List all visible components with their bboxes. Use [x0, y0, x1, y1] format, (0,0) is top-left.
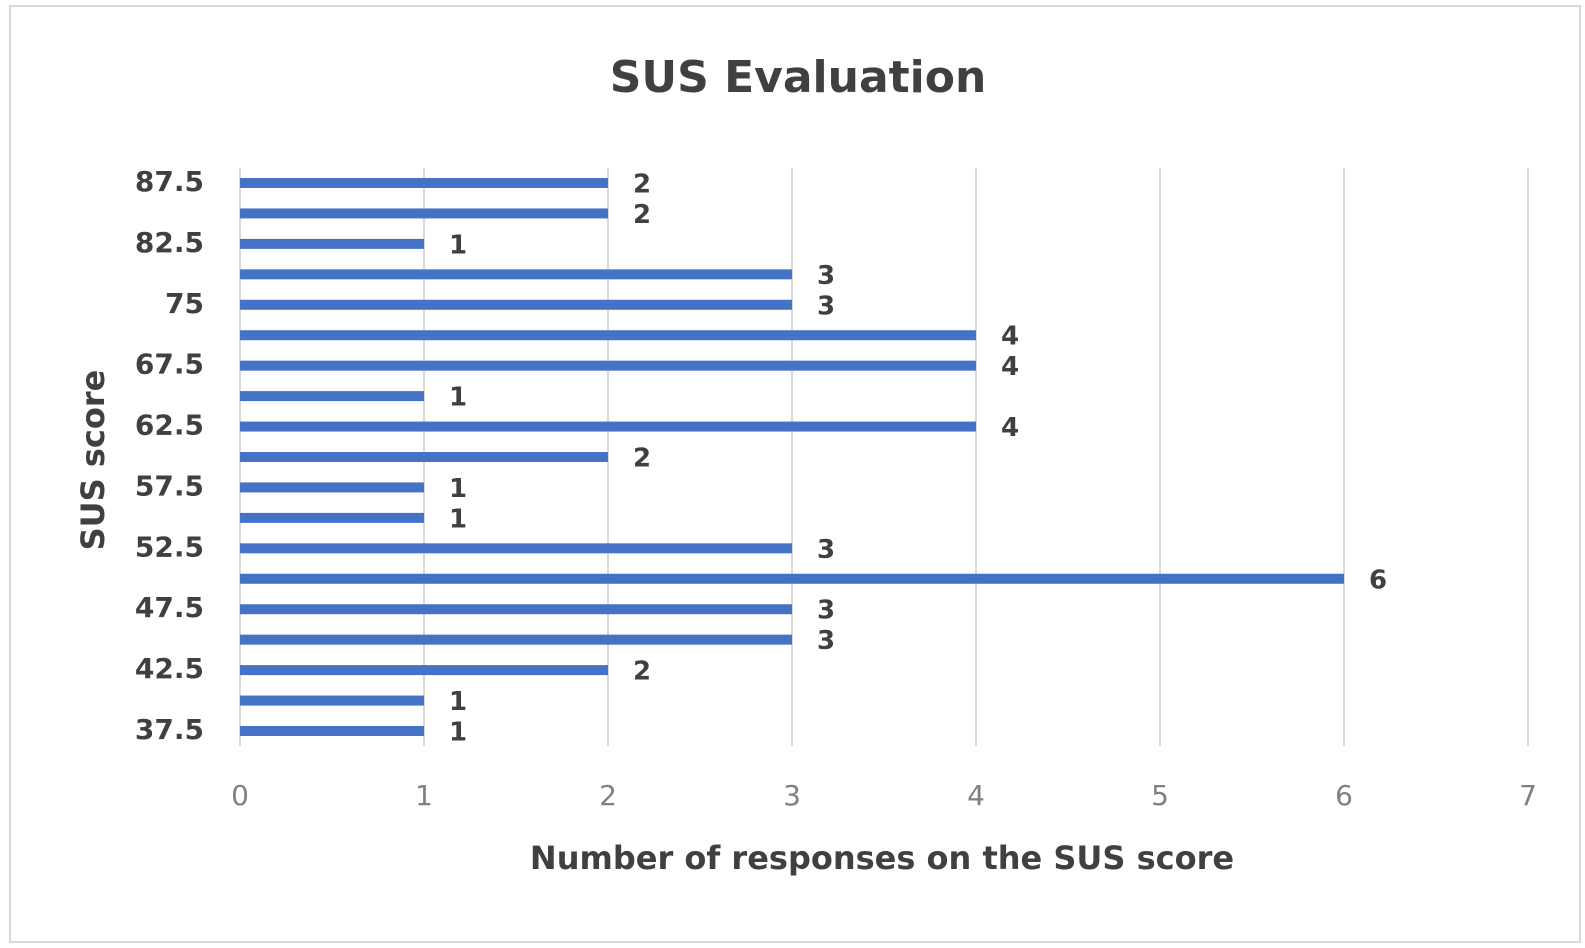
bar: [240, 573, 1344, 584]
bar: [240, 512, 424, 523]
value-label: 3: [817, 626, 835, 656]
x-tick-label: 2: [599, 779, 617, 812]
value-label: 4: [1001, 352, 1019, 382]
y-tick-label: 47.5: [135, 591, 204, 624]
bar: [240, 360, 976, 371]
x-tick-label: 5: [1151, 779, 1169, 812]
x-tick-label: 0: [231, 779, 249, 812]
y-tick-label: 82.5: [135, 226, 204, 259]
bar: [240, 421, 976, 432]
value-label: 4: [1001, 413, 1019, 443]
bar: [240, 482, 424, 493]
bar: [240, 299, 792, 310]
value-label: 3: [817, 596, 835, 626]
bar: [240, 330, 976, 341]
bar: [240, 726, 424, 736]
x-axis-label: Number of responses on the SUS score: [530, 839, 1234, 877]
value-label: 1: [449, 230, 467, 260]
y-tick-label: 57.5: [135, 469, 204, 502]
x-tick-label: 6: [1335, 779, 1353, 812]
value-label: 3: [817, 291, 835, 321]
bar: [240, 238, 424, 249]
x-tick-label: 4: [967, 779, 985, 812]
y-tick-label: 75: [165, 287, 204, 320]
bar: [240, 452, 608, 462]
bar: [240, 543, 792, 554]
value-label: 2: [633, 657, 651, 687]
bar: [240, 695, 424, 706]
value-label: 3: [817, 535, 835, 565]
y-tick-label: 42.5: [135, 652, 204, 685]
bar: [240, 269, 792, 280]
value-label: 1: [449, 718, 467, 748]
bar: [240, 665, 608, 676]
value-label: 1: [449, 474, 467, 504]
y-tick-label: 62.5: [135, 409, 204, 442]
value-label: 2: [633, 170, 651, 200]
x-tick-label: 7: [1519, 779, 1537, 812]
bar: [240, 634, 792, 645]
chart-frame: [9, 5, 1581, 943]
chart-title: SUS Evaluation: [610, 52, 987, 103]
value-label: 2: [633, 444, 651, 474]
value-label: 1: [449, 383, 467, 413]
y-tick-label: 67.5: [135, 348, 204, 381]
y-axis-label: SUS score: [74, 370, 112, 551]
y-tick-label: 87.5: [135, 165, 204, 198]
bar: [240, 604, 792, 615]
x-tick-label: 1: [415, 779, 433, 812]
y-tick-label: 52.5: [135, 530, 204, 563]
value-label: 6: [1369, 565, 1387, 595]
value-label: 3: [817, 261, 835, 291]
value-label: 1: [449, 687, 467, 717]
value-label: 2: [633, 200, 651, 230]
value-label: 4: [1001, 322, 1019, 352]
bar: [240, 208, 608, 219]
x-tick-label: 3: [783, 779, 801, 812]
value-label: 1: [449, 504, 467, 534]
y-tick-label: 37.5: [135, 713, 204, 746]
bar: [240, 391, 424, 402]
bar: [240, 178, 608, 188]
